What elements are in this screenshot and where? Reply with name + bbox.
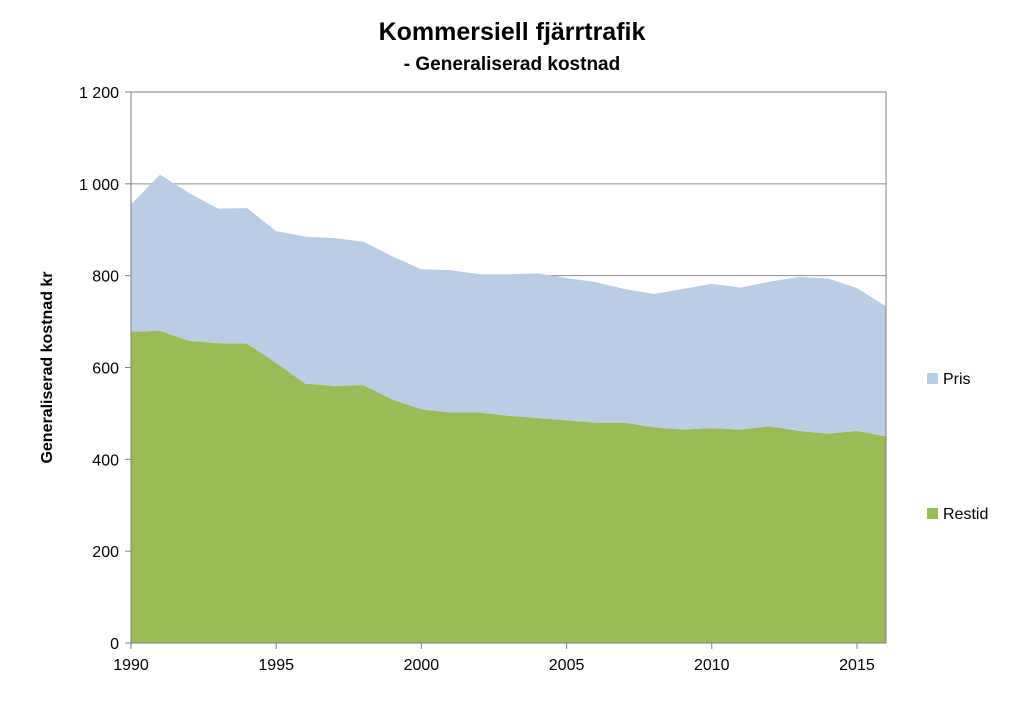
legend-label-pris: Pris [943, 371, 971, 388]
area-pris [131, 174, 886, 437]
y-tick-label-600: 600 [92, 361, 119, 378]
y-tick-label-800: 800 [92, 269, 119, 286]
y-tick-label-1200: 1 200 [79, 85, 119, 102]
x-tick-label-2000: 2000 [404, 657, 440, 674]
area-series [131, 174, 886, 643]
legend-swatch-pris [927, 373, 938, 384]
y-tick-label-1000: 1 000 [79, 177, 119, 194]
area-restid [131, 330, 886, 643]
y-tick-label-200: 200 [92, 544, 119, 561]
x-tick-label-1990: 1990 [113, 657, 149, 674]
x-axis: 1990 1995 2000 2005 2010 2015 [113, 642, 886, 674]
legend: Pris Restid [927, 371, 988, 523]
chart-title: Kommersiell fjärrtrafik [378, 18, 646, 46]
y-axis: 0 200 400 600 800 1 000 1 200 [79, 85, 132, 653]
legend-swatch-restid [927, 508, 938, 519]
x-tick-label-2005: 2005 [549, 657, 585, 674]
y-tick-label-400: 400 [92, 452, 119, 469]
x-tick-label-2015: 2015 [839, 657, 875, 674]
y-tick-label-0: 0 [110, 636, 119, 653]
legend-label-restid: Restid [943, 506, 988, 523]
x-tick-label-2010: 2010 [694, 657, 730, 674]
y-axis-label: Generaliserad kostnad kr [39, 271, 56, 463]
x-tick-label-1995: 1995 [258, 657, 294, 674]
chart-subtitle: - Generaliserad kostnad [403, 54, 621, 75]
